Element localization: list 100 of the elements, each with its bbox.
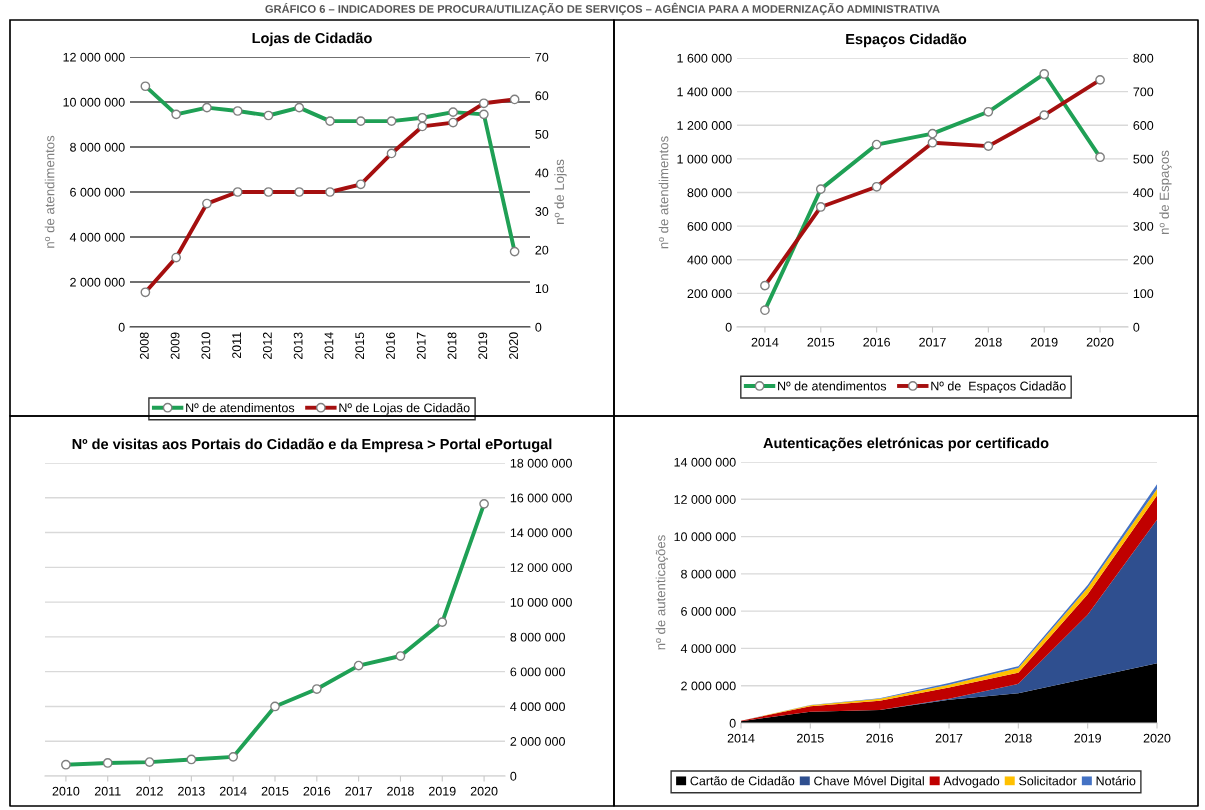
x-tick-label: 2018	[387, 786, 414, 796]
legend-label: Nº de atendimentos	[778, 381, 887, 391]
y-tick-label: 0	[118, 322, 125, 332]
y2-tick-label: 200	[1133, 255, 1154, 265]
x-tick-label: 2008	[139, 332, 149, 360]
x-tick-label: 2020	[1086, 337, 1114, 347]
y2-tick-label: 18 000 000	[510, 458, 572, 468]
x-tick-label: 2013	[293, 332, 303, 360]
y-tick-label: 8 000 000	[681, 569, 736, 579]
y-tick-label: 4 000 000	[69, 232, 125, 242]
y-tick-label: 1 600 000	[677, 53, 732, 63]
x-tick-label: 2015	[797, 733, 824, 743]
x-tick-label: 2011	[94, 786, 121, 796]
y-tick-label: 1 200 000	[677, 121, 732, 130]
x-tick-label: 2018	[1005, 733, 1032, 743]
x-tick-label: 2019	[429, 786, 456, 796]
y2-tick-label: 0	[535, 322, 542, 332]
x-tick-label: 2010	[52, 786, 80, 796]
legend-label: Solicitador	[1019, 776, 1077, 786]
x-tick-label: 2017	[416, 332, 426, 360]
x-tick-label: 2015	[261, 786, 289, 796]
x-tick-label: 2018	[975, 337, 1002, 347]
y-axis-title: nº de autenticações	[655, 535, 669, 650]
y2-axis-title: nº de Lojas	[554, 159, 567, 224]
x-tick-label: 2020	[509, 332, 518, 360]
text: GRÁFICO 6 – INDICADORES DE PROCURA/UTILIZAÇÃO DE SERVIÇOS – AGÊNCIA PARA A MODERNIZAÇÃO ADMINISTRATIVA	[265, 2, 940, 16]
y-tick-label: 8 000 000	[70, 142, 125, 152]
y2-tick-label: 50	[535, 129, 549, 139]
y2-tick-label: 600	[1133, 121, 1154, 130]
legend-label: Nº de Lojas de Cidadão	[339, 403, 470, 415]
y2-tick-label: 10	[535, 284, 549, 294]
y2-tick-label: 8 000 000	[510, 632, 565, 642]
y-tick-label: 10 000 000	[63, 97, 125, 107]
x-tick-label: 2013	[178, 786, 205, 796]
x-tick-label: 2015	[807, 337, 835, 347]
x-tick-label: 2020	[470, 786, 498, 796]
x-tick-label: 2017	[935, 733, 963, 743]
x-tick-label: 2014	[751, 337, 779, 347]
y2-tick-label: 60	[535, 91, 549, 101]
x-tick-label: 2014	[219, 786, 247, 796]
y-tick-label: 6 000 000	[70, 187, 125, 197]
y2-tick-label: 4 000 000	[510, 702, 565, 712]
chart-title: Nº de visitas aos Portais do Cidadão e da Empresa > Portal ePortugal	[72, 438, 552, 453]
y-tick-label: 2 000 000	[70, 277, 125, 287]
x-tick-label: 2019	[478, 332, 488, 360]
y-tick-label: 12 000 000	[674, 495, 736, 504]
y2-tick-label: 0	[1133, 322, 1140, 332]
y2-tick-label: 14 000 000	[510, 528, 572, 538]
y-tick-label: 800 000	[687, 188, 732, 198]
y-tick-label: 1 000 000	[677, 154, 732, 164]
y2-tick-label: 300	[1133, 221, 1154, 231]
x-tick-label: 2019	[1074, 733, 1101, 743]
y2-tick-label: 500	[1133, 154, 1154, 164]
x-tick-label: 2020	[1143, 733, 1171, 743]
y-tick-label: 14 000 000	[674, 457, 736, 467]
y2-tick-label: 2 000 000	[510, 737, 565, 746]
x-tick-label: 2016	[866, 733, 894, 743]
legend-label: Cartão de Cidadão	[690, 776, 795, 786]
legend-label: Notário	[1096, 776, 1136, 786]
y-tick-label: 0	[725, 322, 732, 332]
y-tick-label: 2 000 000	[681, 681, 736, 691]
y-axis-title: nº de atendimentos	[44, 135, 55, 248]
x-tick-label: 2016	[386, 332, 395, 360]
y2-tick-label: 40	[535, 168, 549, 178]
y-tick-label: 10 000 000	[674, 532, 736, 542]
legend-label: Advogado	[943, 776, 1000, 788]
y2-tick-label: 30	[535, 207, 549, 216]
y2-tick-label: 20	[535, 245, 549, 255]
y-tick-label: 6 000 000	[681, 606, 736, 616]
y2-tick-label: 10 000 000	[510, 597, 572, 607]
y2-tick-label: 100	[1133, 289, 1154, 299]
y-tick-label: 4 000 000	[680, 644, 736, 654]
y2-tick-label: 16 000 000	[510, 493, 572, 503]
chart-title: Espaços Cidadão	[846, 33, 967, 48]
x-tick-label: 2010	[201, 332, 211, 360]
x-tick-label: 2017	[919, 337, 946, 347]
x-tick-label: 2009	[170, 332, 180, 360]
chart-title: Autenticações eletrónicas por certificado	[763, 437, 1049, 452]
x-tick-label: 2012	[262, 332, 272, 360]
y-tick-label: 0	[729, 718, 736, 728]
x-tick-label: 2014	[727, 733, 755, 743]
x-tick-label: 2016	[863, 337, 890, 347]
legend-label: Chave Móvel Digital	[814, 776, 924, 788]
x-tick-label: 2017	[345, 786, 372, 796]
y2-tick-label: 700	[1133, 87, 1154, 97]
x-tick-label: 2012	[136, 786, 163, 796]
chart-title: Lojas de Cidadão	[252, 32, 372, 47]
y2-axis-title: nº de Espaços	[1159, 150, 1172, 235]
y-tick-label: 1 400 000	[677, 87, 732, 97]
y-tick-label: 200 000	[687, 289, 732, 299]
y-tick-label: 400 000	[687, 255, 732, 265]
legend-label: Nº de atendimentos	[186, 403, 295, 413]
y2-tick-label: 0	[510, 771, 517, 781]
y2-tick-label: 12 000 000	[510, 563, 572, 572]
x-tick-label: 2011	[232, 332, 242, 359]
x-tick-label: 2018	[447, 332, 457, 360]
legend-label: Nº de Espaços Cidadão	[931, 381, 1066, 393]
y2-tick-label: 800	[1133, 53, 1154, 63]
x-tick-label: 2015	[355, 332, 365, 360]
y-tick-label: 600 000	[687, 221, 732, 231]
